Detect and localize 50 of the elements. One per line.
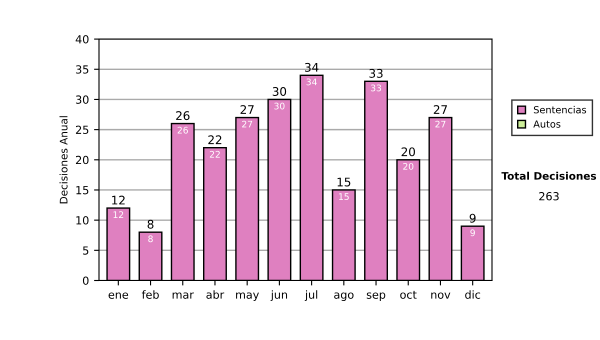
y-tick-label: 20 [76, 156, 89, 164]
y-tick-label: 30 [76, 95, 89, 104]
data-label: 20 [403, 162, 414, 170]
x-tick-label: nov [431, 292, 450, 299]
total-label: 33 [369, 68, 383, 78]
data-label: 27 [242, 120, 252, 128]
x-tick-label: mar [172, 292, 194, 299]
y-tick-label: 5 [83, 246, 88, 255]
data-label: 8 [148, 235, 153, 242]
total-label: 9 [470, 214, 476, 223]
text: Total Decisiones [501, 172, 596, 180]
x-tick-label: may [236, 292, 259, 301]
x-tick-label: jun [270, 290, 288, 301]
x-tick-label: sep [366, 292, 386, 301]
data-label: 26 [178, 126, 188, 134]
x-tick-label: abr [206, 290, 224, 299]
x-tick-label: dic [465, 290, 480, 299]
total-label: 27 [240, 105, 254, 114]
data-label: 30 [274, 102, 285, 110]
y-tick-label: 10 [76, 216, 89, 225]
total-label: 20 [402, 147, 415, 156]
y-tick-label: 35 [76, 65, 88, 74]
total-label: 15 [338, 178, 350, 186]
x-tick-label: ago [334, 292, 354, 301]
y-tick-label: 15 [76, 186, 88, 194]
data-label: 34 [306, 78, 317, 86]
data-label: 9 [470, 229, 475, 236]
y-tick-label: 25 [76, 126, 88, 134]
total-label: 22 [208, 135, 222, 144]
x-tick-label: ene [108, 292, 128, 299]
y-tick-label: 40 [76, 35, 89, 44]
legend-label: Sentencias [534, 106, 586, 114]
y-axis-title: Decisiones Anual [60, 116, 68, 204]
data-label: 33 [370, 84, 382, 92]
total-label: 12 [112, 196, 125, 204]
legend-label: Autos [533, 120, 560, 128]
data-label: 12 [114, 211, 124, 218]
total-label: 34 [304, 62, 318, 72]
total-label: 30 [272, 87, 286, 96]
total-label: 26 [176, 111, 190, 120]
data-label: 15 [339, 193, 349, 200]
total-label: 8 [148, 220, 154, 229]
text: 263 [539, 192, 559, 200]
x-tick-label: jul [304, 290, 318, 301]
y-tick-label: 0 [82, 276, 89, 285]
x-tick-label: oct [400, 290, 417, 299]
total-label: 27 [434, 105, 447, 114]
data-label: 27 [435, 120, 446, 128]
x-tick-label: feb [142, 290, 159, 299]
data-label: 22 [210, 150, 220, 158]
